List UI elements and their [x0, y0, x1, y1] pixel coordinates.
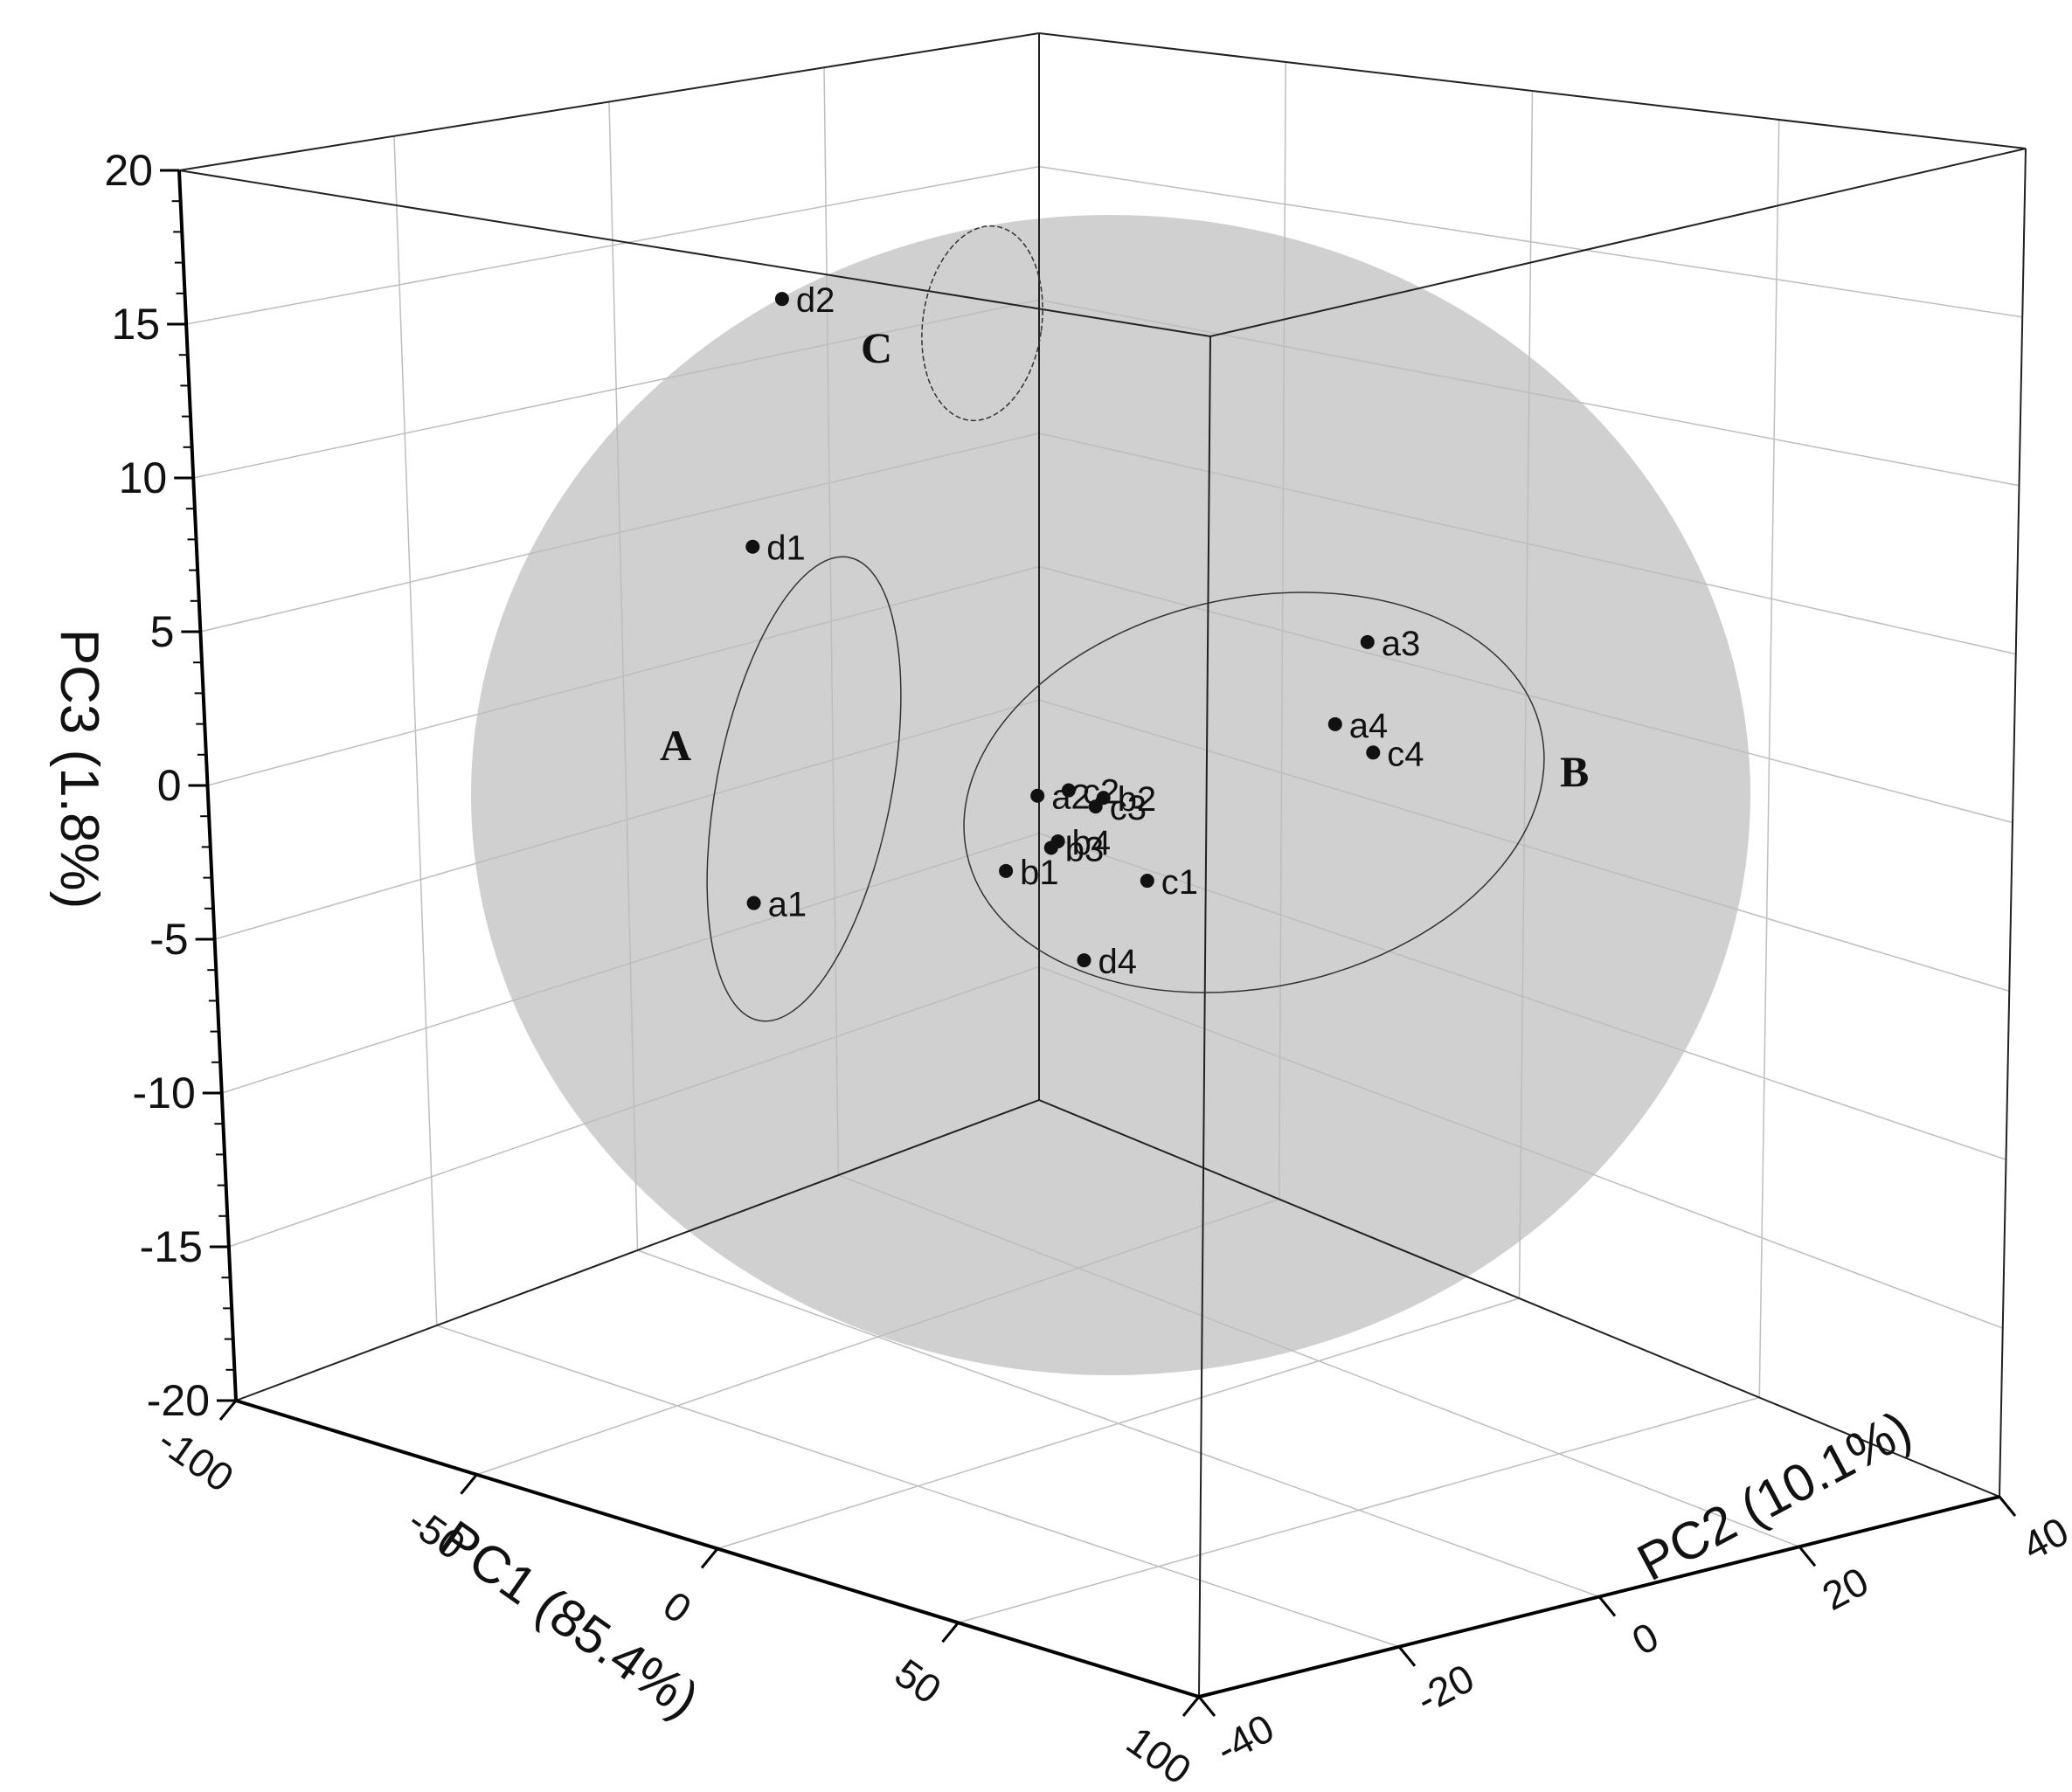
z-tick-label: -20: [147, 1376, 210, 1425]
x-tick: [1182, 1696, 1201, 1717]
z-tick-label: 10: [119, 453, 168, 502]
x-tick: [460, 1473, 478, 1495]
box-edge: [1038, 32, 2027, 149]
group-b-label: B: [1560, 747, 1589, 796]
box-edge: [1198, 336, 1211, 1698]
z-tick-label: -10: [132, 1069, 195, 1117]
x-tick-label: 100: [1119, 1718, 1200, 1792]
data-point-label-c1: c1: [1161, 863, 1198, 902]
grid-line-floor-y: [436, 1325, 1400, 1648]
data-point-label-a3: a3: [1382, 625, 1421, 663]
pc3-axis-title: PC3 (1.8%): [49, 629, 109, 909]
data-point-label-a1: a1: [768, 886, 807, 924]
data-point-label-a4: a4: [1349, 707, 1389, 745]
x-tick: [700, 1547, 719, 1569]
group-c-ellipse: [921, 225, 1043, 422]
data-point-label-c3: c3: [1110, 789, 1147, 827]
data-point-c1: [1140, 874, 1154, 889]
data-point-label-d1: d1: [766, 529, 806, 568]
y-tick-label: -40: [1209, 1705, 1281, 1772]
data-point-label-d2: d2: [796, 281, 835, 320]
box-edge: [1038, 1099, 2000, 1498]
data-point-b1: [999, 863, 1014, 878]
x-tick: [941, 1622, 960, 1643]
data-point-a2: [1030, 788, 1045, 803]
data-point-label-c4: c4: [1387, 735, 1424, 773]
x-tick: [218, 1400, 238, 1421]
y-tick: [1397, 1645, 1417, 1667]
z-tick-label: 20: [104, 146, 153, 195]
y-tick-label: 0: [1625, 1613, 1666, 1664]
grid-line-floor-y: [637, 1249, 1600, 1598]
y-tick-label: -20: [1409, 1655, 1481, 1722]
y-tick-label: 40: [2015, 1508, 2072, 1569]
group-c-label: C: [861, 323, 892, 372]
data-point-c2: [1061, 783, 1076, 798]
data-point-a4: [1327, 716, 1342, 731]
grid-line-y-vertical: [1518, 90, 1534, 1299]
data-point-label-b2: b2: [1118, 780, 1157, 819]
data-point-a3: [1360, 634, 1375, 649]
box-edge: [1209, 148, 2027, 337]
data-point-b3: [1043, 841, 1058, 855]
data-point-a1: [746, 896, 761, 910]
box-edge: [178, 32, 1040, 171]
group-a-label: A: [660, 721, 691, 770]
x-tick-label: 50: [887, 1650, 950, 1712]
y-tick: [1597, 1595, 1617, 1617]
grid-line-x-vertical: [823, 67, 839, 1176]
y-tick: [1197, 1696, 1216, 1717]
data-point-d1: [745, 539, 760, 554]
data-point-d2: [774, 292, 789, 307]
data-point-c4: [1366, 745, 1381, 760]
confidence-sphere: [471, 215, 1750, 1375]
x-tick-label: -100: [150, 1417, 242, 1500]
data-point-label-d4: d4: [1098, 943, 1138, 981]
data-point-label-b4: b4: [1072, 824, 1112, 862]
y-tick: [1998, 1496, 2017, 1517]
data-point-label-b1: b1: [1020, 854, 1059, 892]
z-tick-label: 5: [150, 607, 175, 656]
group-a-ellipse: [706, 556, 902, 1022]
z-tick-label: 0: [157, 761, 182, 810]
data-point-c3: [1088, 799, 1103, 814]
grid-line-y-vertical: [1758, 119, 1780, 1398]
z-tick-label: 15: [112, 300, 161, 349]
z-tick-label: -5: [149, 915, 188, 964]
data-point-label-b3: b3: [1065, 830, 1105, 868]
grid-line-y-vertical: [1279, 61, 1286, 1200]
z-tick-label: -15: [140, 1222, 203, 1271]
x-tick-label: 0: [655, 1582, 700, 1632]
grid-line-x-vertical: [393, 135, 438, 1326]
grid-line-floor-y: [837, 1174, 1800, 1547]
box-edge: [178, 170, 1211, 337]
box-edge: [235, 1099, 1040, 1401]
box-edge: [1999, 148, 2027, 1498]
group-b-ellipse: [963, 592, 1545, 993]
y-tick: [1798, 1546, 1817, 1567]
y-tick-label: 20: [1815, 1558, 1876, 1619]
grid-line-x-vertical: [608, 101, 639, 1251]
pc2-axis-title: PC2 (10.1%): [1628, 1400, 1921, 1592]
data-point-d4: [1077, 953, 1091, 968]
